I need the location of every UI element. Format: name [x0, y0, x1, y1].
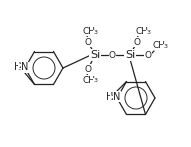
Text: O: O: [145, 51, 151, 60]
Text: CH: CH: [83, 26, 96, 35]
Text: N: N: [21, 62, 29, 72]
Text: Si: Si: [125, 50, 135, 60]
Text: N: N: [113, 92, 121, 102]
Text: 3: 3: [146, 30, 151, 35]
Text: CH: CH: [83, 76, 96, 85]
Text: 3: 3: [163, 44, 168, 49]
Text: CH: CH: [152, 41, 165, 50]
Text: O: O: [84, 37, 91, 46]
Text: Si: Si: [90, 50, 100, 60]
Text: O: O: [109, 51, 116, 60]
Text: 3: 3: [94, 78, 97, 83]
Text: O: O: [134, 37, 141, 46]
Text: O: O: [84, 65, 91, 74]
Text: H: H: [106, 92, 113, 102]
Text: 2: 2: [19, 63, 23, 69]
Text: 2: 2: [111, 95, 115, 101]
Text: CH: CH: [135, 26, 148, 35]
Text: 3: 3: [94, 30, 97, 35]
Text: H: H: [14, 62, 21, 72]
